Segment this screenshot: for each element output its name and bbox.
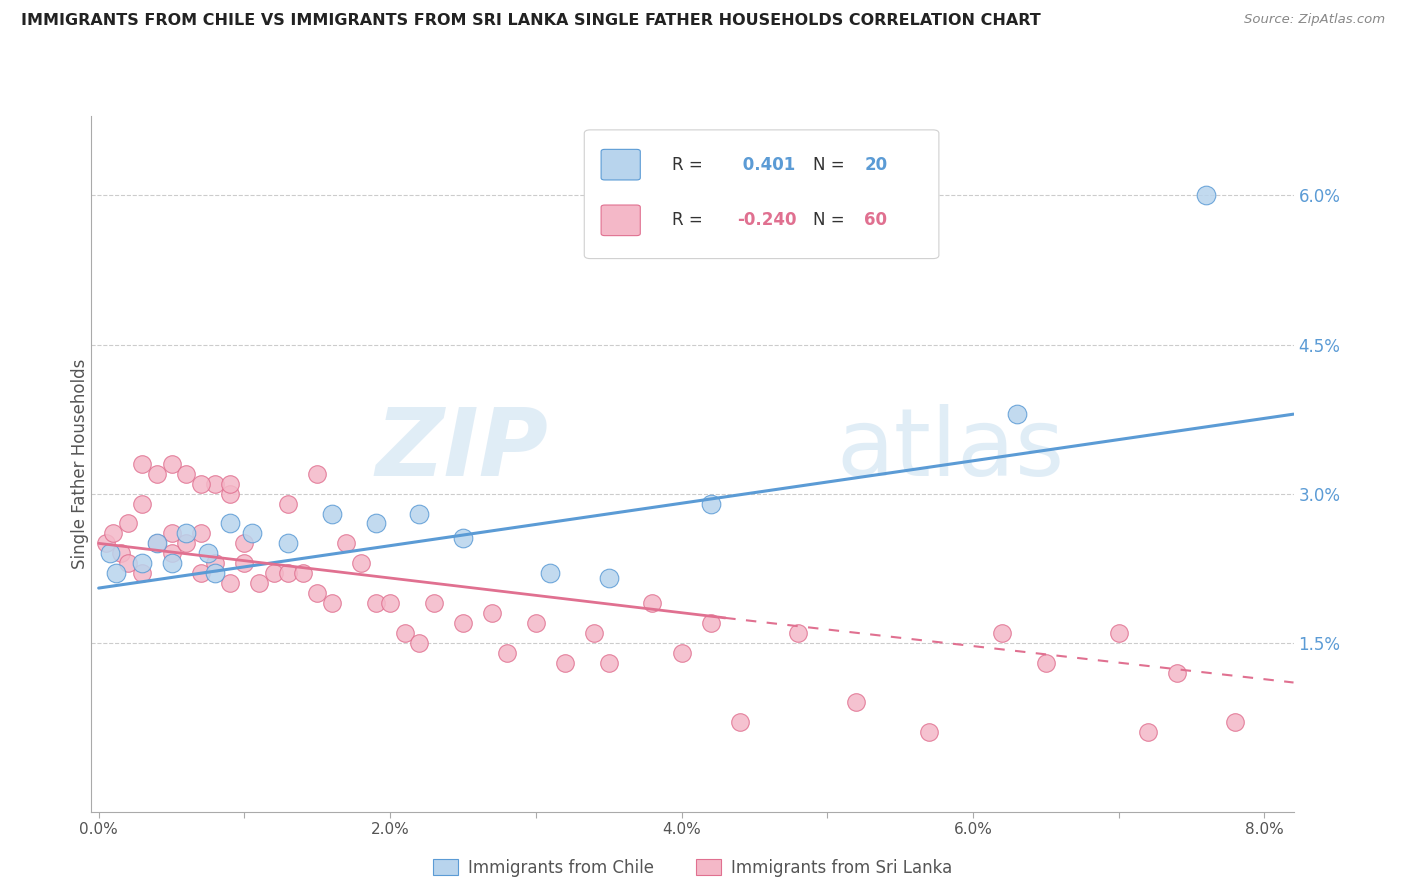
Point — [350, 556, 373, 570]
Point — [131, 457, 153, 471]
Point — [845, 695, 868, 709]
Point — [1035, 656, 1057, 670]
Point — [146, 536, 169, 550]
Point — [240, 526, 263, 541]
Point — [918, 725, 941, 739]
Point — [598, 571, 620, 585]
Point — [146, 467, 169, 481]
Text: IMMIGRANTS FROM CHILE VS IMMIGRANTS FROM SRI LANKA SINGLE FATHER HOUSEHOLDS CORR: IMMIGRANTS FROM CHILE VS IMMIGRANTS FROM… — [21, 13, 1040, 29]
Point — [1225, 715, 1247, 730]
Point — [495, 646, 517, 660]
Point — [1195, 188, 1218, 202]
Point — [146, 536, 169, 550]
Point — [190, 566, 212, 581]
Point — [307, 467, 329, 481]
Point — [105, 566, 128, 581]
Point — [307, 586, 329, 600]
Point — [787, 625, 810, 640]
Point — [117, 516, 139, 531]
Point — [1136, 725, 1159, 739]
Point — [335, 536, 357, 550]
FancyBboxPatch shape — [602, 149, 640, 180]
Point — [218, 476, 240, 491]
Text: -0.240: -0.240 — [737, 211, 796, 229]
Point — [538, 566, 561, 581]
Point — [1005, 407, 1028, 421]
Point — [218, 486, 240, 500]
Y-axis label: Single Father Households: Single Father Households — [72, 359, 89, 569]
Text: R =: R = — [672, 156, 709, 174]
Point — [233, 536, 256, 550]
Point — [451, 532, 474, 546]
Point — [408, 507, 430, 521]
Text: 60: 60 — [865, 211, 887, 229]
Point — [204, 556, 226, 570]
Point — [110, 546, 132, 560]
Text: N =: N = — [813, 211, 849, 229]
Point — [103, 526, 125, 541]
Point — [728, 715, 751, 730]
Point — [218, 576, 240, 591]
Point — [1108, 625, 1130, 640]
Point — [481, 606, 503, 620]
Point — [277, 536, 299, 550]
Point — [190, 476, 212, 491]
Point — [394, 625, 416, 640]
Point — [204, 566, 226, 581]
Text: Source: ZipAtlas.com: Source: ZipAtlas.com — [1244, 13, 1385, 27]
Legend: Immigrants from Chile, Immigrants from Sri Lanka: Immigrants from Chile, Immigrants from S… — [426, 852, 959, 883]
Point — [174, 526, 197, 541]
FancyBboxPatch shape — [602, 205, 640, 235]
Point — [991, 625, 1014, 640]
Point — [131, 556, 153, 570]
Point — [554, 656, 576, 670]
Point — [174, 467, 197, 481]
Point — [174, 536, 197, 550]
Point — [641, 596, 664, 610]
Point — [131, 497, 153, 511]
Point — [197, 546, 219, 560]
Point — [671, 646, 693, 660]
Point — [378, 596, 401, 610]
Text: R =: R = — [672, 211, 709, 229]
Text: 20: 20 — [865, 156, 887, 174]
Point — [321, 596, 343, 610]
Point — [408, 636, 430, 650]
Point — [218, 516, 240, 531]
Point — [598, 656, 620, 670]
Point — [160, 556, 183, 570]
Point — [98, 546, 121, 560]
Point — [247, 576, 270, 591]
Point — [160, 546, 183, 560]
Text: ZIP: ZIP — [375, 404, 548, 496]
Point — [233, 556, 256, 570]
Point — [364, 596, 387, 610]
Point — [263, 566, 285, 581]
Point — [699, 615, 721, 630]
Point — [160, 526, 183, 541]
Point — [160, 457, 183, 471]
Text: atlas: atlas — [837, 404, 1064, 496]
Point — [277, 497, 299, 511]
FancyBboxPatch shape — [585, 130, 939, 259]
Point — [321, 507, 343, 521]
Point — [423, 596, 446, 610]
Point — [190, 526, 212, 541]
Point — [451, 615, 474, 630]
Point — [204, 476, 226, 491]
Point — [131, 566, 153, 581]
Point — [583, 625, 606, 640]
Point — [364, 516, 387, 531]
Point — [699, 497, 721, 511]
Point — [291, 566, 314, 581]
Text: N =: N = — [813, 156, 849, 174]
Point — [94, 536, 117, 550]
Text: 0.401: 0.401 — [737, 156, 796, 174]
Point — [277, 566, 299, 581]
Point — [117, 556, 139, 570]
Point — [1166, 665, 1188, 680]
Point — [524, 615, 547, 630]
